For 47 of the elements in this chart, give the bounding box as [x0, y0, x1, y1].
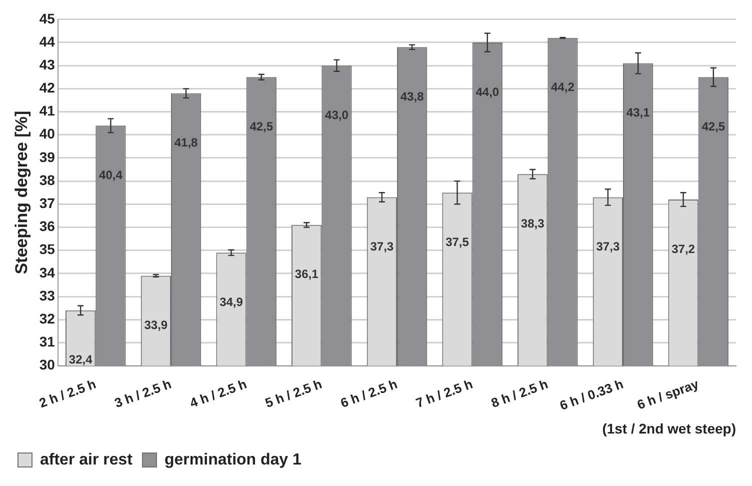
y-tick-label: 43: [39, 56, 56, 72]
data-label: 40,4: [99, 168, 123, 182]
data-label: 43,1: [626, 106, 650, 120]
y-tick-label: 37: [39, 195, 56, 212]
x-tick-label: 6 h / spray: [635, 376, 702, 412]
data-label: 38,3: [520, 216, 545, 230]
y-tick-label: 41: [39, 102, 56, 119]
y-tick-label: 33: [39, 287, 56, 304]
y-axis-title: Steeping degree [%]: [12, 110, 31, 274]
x-tick-label: 5 h / 2.5 h: [263, 376, 324, 411]
data-label: 33,9: [144, 318, 168, 332]
y-tick-label: 34: [39, 264, 56, 280]
data-label: 42,5: [250, 119, 274, 134]
data-label: 43,0: [325, 108, 349, 122]
x-tick-label: 8 h / 2.5 h: [489, 376, 550, 411]
data-label: 44,2: [551, 80, 575, 94]
legend-label: germination day 1: [164, 451, 302, 468]
x-tick-label: 3 h / 2.5 h: [112, 376, 174, 411]
x-tick-label: 4 h / 2.5 h: [188, 376, 249, 411]
y-tick-label: 45: [39, 10, 56, 26]
data-label: 44,0: [476, 84, 500, 99]
data-label: 32,4: [68, 352, 93, 367]
x-tick-label: 7 h / 2.5 h: [414, 376, 475, 411]
y-tick-label: 31: [39, 334, 56, 350]
x-tick-label: 6 h / 0.33 h: [558, 376, 626, 414]
y-tick-label: 40: [39, 126, 56, 142]
y-tick-label: 35: [39, 241, 56, 258]
data-label: 37,5: [446, 234, 470, 249]
data-label: 36,1: [294, 267, 319, 282]
y-tick-label: 44: [39, 33, 56, 50]
data-label: 41,8: [174, 136, 198, 150]
legend-label: after air rest: [40, 451, 134, 468]
x-tick-label: 2 h / 2.5 h: [37, 376, 98, 411]
x-tick-label: 6 h / 2.5 h: [338, 376, 400, 411]
y-tick-label: 36: [39, 218, 56, 234]
y-tick-label: 39: [39, 148, 56, 165]
y-tick-label: 42: [39, 80, 56, 96]
data-label: 37,3: [596, 240, 620, 254]
x-axis-title: (1st / 2nd wet steep): [602, 420, 736, 436]
data-label: 42,5: [702, 119, 726, 134]
data-label: 37,3: [370, 240, 394, 254]
data-label: 43,8: [400, 89, 424, 104]
data-label: 37,2: [672, 242, 696, 256]
y-tick-label: 38: [39, 172, 56, 188]
y-tick-label: 30: [39, 356, 56, 373]
data-label: 34,9: [220, 294, 244, 309]
y-tick-label: 32: [39, 310, 56, 326]
